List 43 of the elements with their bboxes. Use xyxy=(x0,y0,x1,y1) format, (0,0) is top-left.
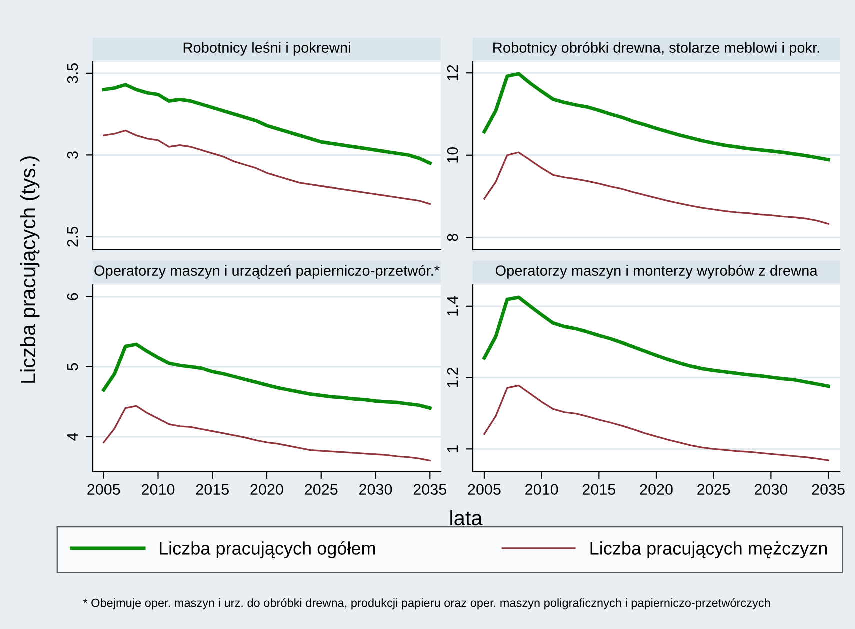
line-series xyxy=(103,130,431,206)
chart-title: Robotnicy obróbki drewna, stolarze meblowi i pokr. xyxy=(494,42,820,56)
y-tick-label: 10 xyxy=(447,147,458,163)
x-axis-title: lata xyxy=(450,510,483,526)
x-tick-label: 2015 xyxy=(196,484,229,496)
text: * Obejmuje oper. maszyn i urz. do obróbki drewna, produkcji papieru oraz oper. maszyn poligraficznych i papierniczo-przetwórczych xyxy=(83,598,770,610)
y-tick-label: 5 xyxy=(68,363,78,371)
y-tick-label: 1.4 xyxy=(448,296,458,316)
x-tick-label: 2025 xyxy=(698,484,730,496)
y-tick-label: 2.5 xyxy=(67,226,78,247)
line-series xyxy=(482,296,830,388)
line-series xyxy=(484,384,830,462)
y-axis-title: Liczba pracujących (tys.) xyxy=(20,156,40,383)
x-tick-label: 2010 xyxy=(526,484,558,496)
legend-label: Liczba pracujących ogółem xyxy=(160,541,376,559)
line-series xyxy=(484,152,830,225)
chart-title: Operatorzy maszyn i urządzeń papierniczo-przetwór.* xyxy=(94,265,440,279)
chart-title: Operatorzy maszyn i monterzy wyrobów z drewna xyxy=(496,265,818,279)
chart-title: Robotnicy leśni i pokrewni xyxy=(184,42,350,56)
x-tick-label: 2035 xyxy=(414,484,446,496)
legend-label: Liczba pracujących mężczyzn xyxy=(590,542,827,559)
y-tick-label: 6 xyxy=(67,293,78,300)
x-tick-label: 2030 xyxy=(754,484,788,496)
line-series xyxy=(102,342,432,410)
y-tick-label: 12 xyxy=(447,65,458,80)
x-tick-label: 2020 xyxy=(250,484,284,496)
y-tick-label: 4 xyxy=(68,433,78,441)
line-series xyxy=(482,72,830,162)
x-tick-label: 2030 xyxy=(360,484,392,496)
x-tick-label: 2010 xyxy=(142,484,175,496)
y-tick-label: 1.2 xyxy=(447,368,458,388)
x-tick-label: 2035 xyxy=(812,484,845,496)
x-tick-label: 2005 xyxy=(468,484,501,496)
y-tick-label: 8 xyxy=(447,234,458,242)
x-tick-label: 2015 xyxy=(582,484,616,496)
y-tick-label: 1 xyxy=(448,446,458,452)
x-tick-label: 2020 xyxy=(640,484,673,496)
y-tick-label: 3 xyxy=(67,152,78,159)
line-series xyxy=(102,83,432,166)
y-tick-label: 3.5 xyxy=(67,63,78,84)
x-tick-label: 2025 xyxy=(305,484,338,496)
line-series xyxy=(103,405,431,462)
x-tick-label: 2005 xyxy=(88,484,120,496)
